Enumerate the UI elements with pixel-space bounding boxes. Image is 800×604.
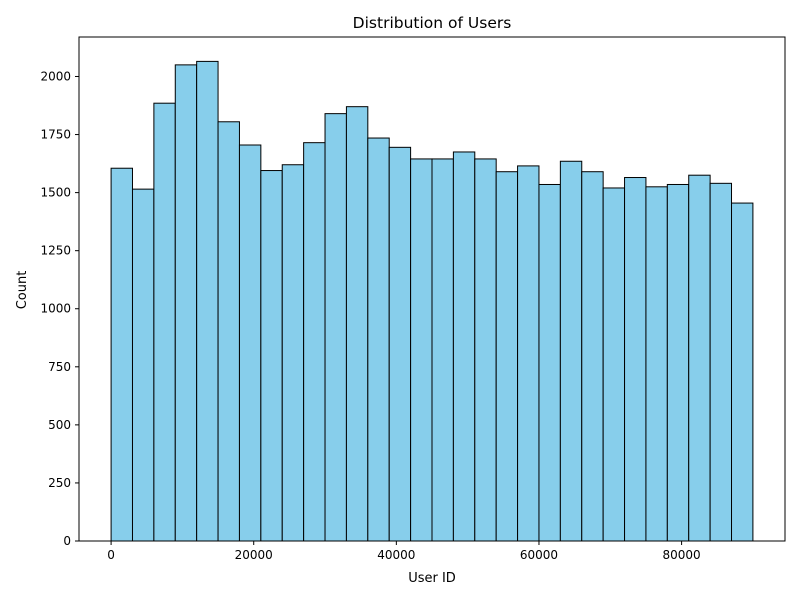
histogram-bar-15 (431, 158, 454, 542)
y-tick-label-7: 1750 (40, 128, 71, 142)
histogram-bar-17 (474, 158, 497, 542)
histogram-bar-3 (174, 64, 198, 542)
histogram-bar-4 (196, 60, 219, 542)
histogram-bar-21 (559, 160, 583, 542)
x-tick-label-4: 80000 (663, 548, 701, 562)
histogram-bar-10 (324, 113, 347, 542)
histogram-bar-28 (709, 182, 733, 542)
y-tick-label-8: 2000 (40, 69, 71, 83)
histogram-bar-13 (388, 146, 412, 542)
histogram-bar-19 (517, 165, 540, 542)
histogram-bar-11 (345, 106, 369, 542)
histogram-bar-29 (731, 202, 754, 542)
y-tick-label-2: 500 (48, 418, 71, 432)
x-tick-label-2: 40000 (377, 548, 415, 562)
chart-title: Distribution of Users (353, 14, 512, 32)
bars-group (110, 60, 754, 542)
histogram-bar-16 (452, 151, 476, 542)
y-tick-label-4: 1000 (40, 302, 71, 316)
x-tick-label-1: 20000 (235, 548, 273, 562)
histogram-bar-12 (367, 137, 390, 542)
y-axis-ticks: 0 250 500 750 1000 1250 1500 1750 2000 (40, 69, 79, 548)
histogram-bar-6 (238, 144, 262, 542)
histogram-bar-1 (131, 188, 155, 542)
histogram-bar-7 (260, 170, 283, 542)
x-tick-label-0: 0 (107, 548, 115, 562)
histogram-bar-23 (602, 187, 626, 542)
y-tick-label-5: 1250 (40, 244, 71, 258)
histogram-bar-27 (688, 174, 711, 542)
y-tick-label-0: 0 (63, 534, 71, 548)
histogram-bar-26 (666, 183, 690, 542)
y-axis-label: Count (15, 271, 30, 310)
histogram-bar-8 (281, 164, 305, 542)
histogram-bar-20 (538, 183, 561, 542)
x-axis-ticks: 0 20000 40000 60000 80000 (107, 541, 701, 562)
histogram-bar-2 (153, 102, 176, 542)
x-axis-label: User ID (408, 571, 456, 586)
y-tick-label-6: 1500 (40, 186, 71, 200)
y-tick-label-1: 250 (48, 476, 71, 490)
histogram-bar-0 (110, 167, 133, 542)
histogram-bar-22 (581, 171, 604, 542)
histogram-bar-14 (410, 158, 433, 542)
histogram-bar-18 (495, 171, 519, 542)
y-tick-label-3: 750 (48, 360, 71, 374)
axes-frame (78, 36, 786, 542)
histogram-bar-24 (624, 177, 647, 542)
histogram-bar-5 (217, 121, 240, 542)
x-tick-label-3: 60000 (520, 548, 558, 562)
histogram-bar-25 (645, 186, 668, 542)
histogram-bar-9 (303, 142, 326, 542)
